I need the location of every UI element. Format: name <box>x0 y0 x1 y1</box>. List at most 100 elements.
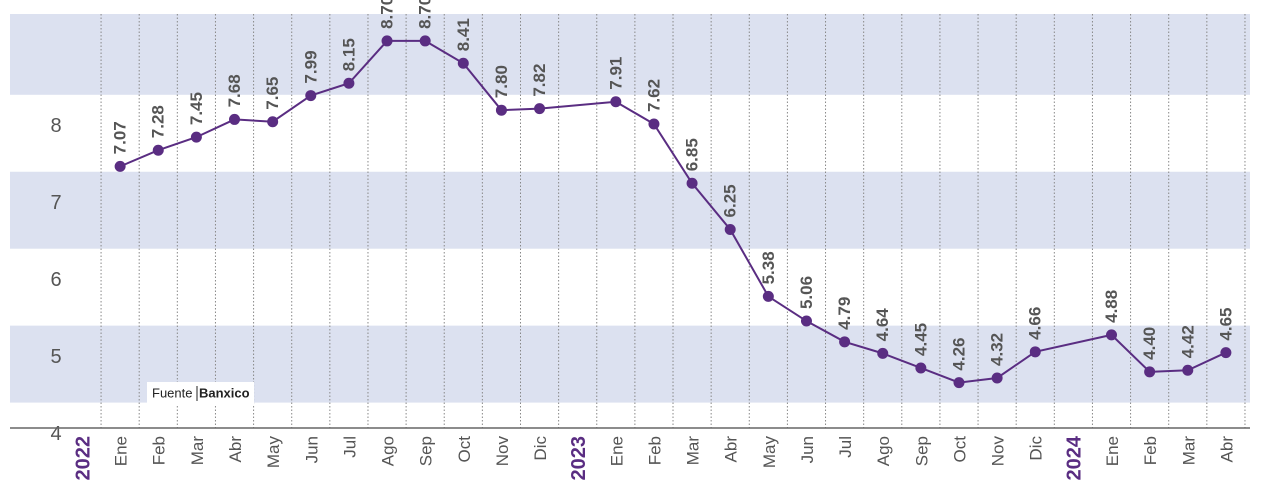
data-label: 5.38 <box>759 251 778 284</box>
point <box>724 223 736 235</box>
data-label: 4.65 <box>1216 307 1235 340</box>
x-tick-label: Sep <box>912 436 931 466</box>
data-label: 7.07 <box>111 121 130 154</box>
data-label: 4.26 <box>949 338 968 371</box>
data-label: 4.79 <box>835 297 854 330</box>
data-label: 4.45 <box>911 323 930 356</box>
x-tick-label: Sep <box>417 436 436 466</box>
point <box>686 177 698 189</box>
x-tick-label: Mar <box>188 436 207 466</box>
y-tick-label: 6 <box>50 269 61 291</box>
year-label: 2023 <box>568 436 590 481</box>
x-tick-label: Jun <box>798 436 817 463</box>
x-tick-label: Feb <box>1141 436 1160 465</box>
x-tick-label: Jul <box>836 436 855 458</box>
x-tick-label: Ago <box>874 436 893 466</box>
y-tick-label: 8 <box>50 115 61 137</box>
data-label: 8.70 <box>416 0 435 29</box>
data-label: 5.06 <box>797 276 816 309</box>
y-tick-label: 4 <box>50 423 61 445</box>
data-label: 4.42 <box>1178 325 1197 358</box>
x-tick-label: Ene <box>1103 436 1122 466</box>
point <box>229 113 241 125</box>
point <box>152 144 164 156</box>
point <box>839 336 851 348</box>
data-label: 4.64 <box>873 308 892 342</box>
data-label: 7.65 <box>263 77 282 110</box>
y-tick-label: 5 <box>50 346 61 368</box>
x-tick-label: Mar <box>1179 436 1198 466</box>
data-label: 4.40 <box>1140 327 1159 360</box>
bands <box>10 14 1250 403</box>
data-label: 4.66 <box>1026 307 1045 340</box>
data-label: 6.85 <box>683 138 702 171</box>
data-label: 7.82 <box>530 64 549 97</box>
point <box>610 96 622 108</box>
point <box>381 35 393 47</box>
x-tick-label: Dic <box>1027 436 1046 461</box>
point <box>1182 364 1194 376</box>
year-label: 2024 <box>1064 435 1086 480</box>
data-label: 8.41 <box>454 18 473 51</box>
data-label: 7.99 <box>301 50 320 83</box>
source-label: Fuente <box>152 385 192 400</box>
data-label: 4.32 <box>988 333 1007 366</box>
point <box>762 290 774 302</box>
x-tick-label: Nov <box>493 436 512 467</box>
point <box>267 116 279 128</box>
point <box>915 362 927 374</box>
x-tick-label: May <box>264 436 283 469</box>
x-tick-label: Feb <box>645 436 664 465</box>
x-tick-label: Nov <box>989 436 1008 467</box>
point <box>114 160 126 172</box>
x-tick-label: Feb <box>150 436 169 465</box>
x-tick-label: Jun <box>302 436 321 463</box>
data-label: 7.91 <box>606 57 625 90</box>
point <box>457 57 469 69</box>
x-tick-label: Ene <box>607 436 626 466</box>
x-tick-label: Ene <box>112 436 131 466</box>
source: Fuente Banxico <box>147 382 254 404</box>
x-tick-label: Abr <box>226 436 245 463</box>
point <box>800 315 812 327</box>
point <box>648 118 660 130</box>
source-name: Banxico <box>199 385 250 400</box>
x-tick-label: Mar <box>684 436 703 466</box>
data-label: 7.68 <box>225 74 244 107</box>
point <box>343 77 355 89</box>
data-label: 7.28 <box>149 105 168 138</box>
x-tick-label: Oct <box>950 436 969 463</box>
point <box>1144 366 1156 378</box>
data-label: 8.15 <box>339 38 358 71</box>
data-label: 6.25 <box>721 184 740 217</box>
x-tick-label: Abr <box>722 436 741 463</box>
point <box>190 131 202 143</box>
year-label: 2022 <box>72 436 94 481</box>
x-tick-label: Dic <box>531 436 550 461</box>
x-tick-label: Oct <box>455 436 474 463</box>
point <box>1029 346 1041 358</box>
marks: 7.07 7.28 7.45 7.68 7.65 7.99 8.15 8.70 8.70 8.41… <box>111 0 1235 389</box>
data-label: 7.45 <box>187 92 206 125</box>
grid: 4 5 6 7 8 2022 Ene Feb Mar Abr May Jun Jul Ago Sep Oct N… <box>10 14 1250 481</box>
point <box>877 347 889 359</box>
band <box>10 171 1250 249</box>
point <box>534 103 546 115</box>
band <box>10 14 1250 95</box>
point <box>419 35 431 47</box>
x-tick-label: Ago <box>379 436 398 466</box>
point <box>305 90 317 102</box>
x-tick-label: May <box>760 436 779 469</box>
x-tick-label: Abr <box>1217 436 1236 463</box>
data-label: 8.70 <box>378 0 397 29</box>
line <box>119 39 1227 384</box>
source-box <box>147 382 254 404</box>
x-tick-label: Jul <box>340 436 359 458</box>
data-label: 7.62 <box>644 79 663 112</box>
y-tick-label: 7 <box>50 192 61 214</box>
point <box>495 104 507 116</box>
point <box>1106 329 1118 341</box>
point <box>991 372 1003 384</box>
point <box>953 377 965 389</box>
